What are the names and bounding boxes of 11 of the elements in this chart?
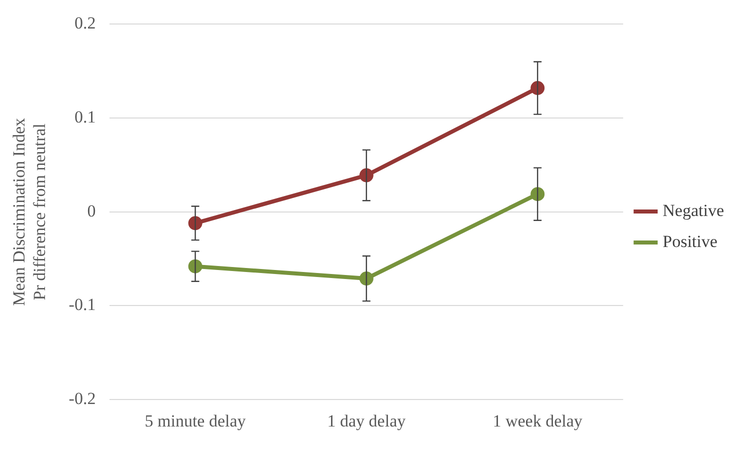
x-tick-label: 1 week delay — [492, 411, 583, 430]
y-tick-label: 0.1 — [74, 108, 96, 127]
y-tick-label: 0.2 — [74, 14, 96, 33]
x-tick-label: 1 day delay — [327, 411, 406, 430]
y-axis-title: Mean Discrimination Index Pr difference from neutral — [10, 117, 50, 306]
legend-label: Negative — [662, 200, 724, 220]
y-tick-label: -0.2 — [68, 389, 96, 408]
y-tick-label: 0 — [87, 201, 96, 220]
y-tick-label: -0.1 — [68, 295, 96, 314]
x-tick-label: 5 minute delay — [144, 411, 246, 430]
legend-label: Positive — [662, 232, 718, 251]
